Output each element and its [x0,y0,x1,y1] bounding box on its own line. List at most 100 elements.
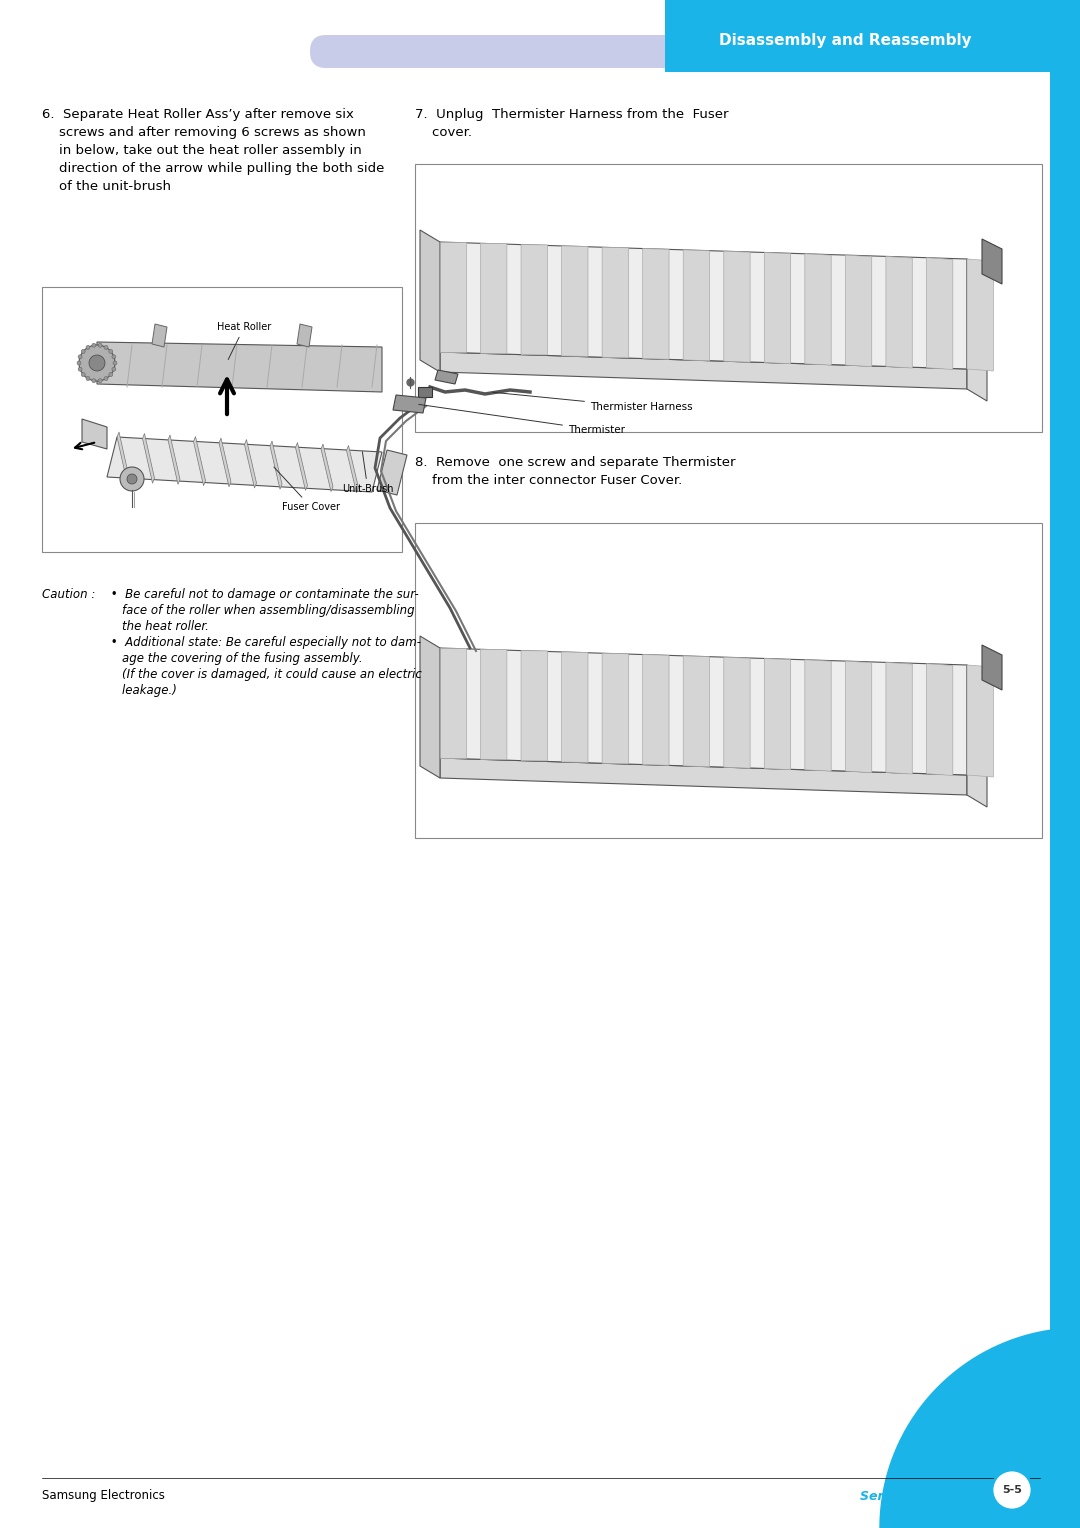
Polygon shape [967,665,994,778]
Text: •  Additional state: Be careful especially not to dam-: • Additional state: Be careful especiall… [107,636,421,649]
Polygon shape [168,435,180,484]
FancyBboxPatch shape [310,35,740,69]
Polygon shape [296,443,308,490]
Polygon shape [420,636,440,778]
Bar [665,0,1080,72]
Polygon shape [967,665,987,807]
Polygon shape [982,238,1002,284]
Polygon shape [967,260,987,400]
Polygon shape [440,648,967,775]
Polygon shape [440,351,967,390]
Circle shape [78,367,82,371]
Polygon shape [152,324,167,347]
Polygon shape [765,659,791,770]
Bar [418,387,432,397]
Circle shape [127,474,137,484]
Text: 5-5: 5-5 [1002,1485,1022,1494]
Polygon shape [886,257,913,368]
Bar [42,287,402,552]
Text: Disassembly and Reassembly: Disassembly and Reassembly [718,32,971,47]
Polygon shape [724,251,751,362]
Polygon shape [562,652,588,762]
Circle shape [81,373,85,376]
Circle shape [79,345,114,380]
Polygon shape [643,654,669,766]
Text: age the covering of the fusing assembly.: age the covering of the fusing assembly. [107,652,363,665]
Circle shape [78,354,82,359]
Polygon shape [107,437,382,492]
Polygon shape [440,648,467,758]
Circle shape [92,344,96,347]
Text: Service Manual: Service Manual [860,1490,968,1502]
Text: Unit-Brush: Unit-Brush [342,452,393,494]
Polygon shape [927,663,953,776]
Circle shape [104,345,108,350]
Polygon shape [193,437,205,486]
Polygon shape [521,244,548,354]
Text: •  Be careful not to damage or contaminate the sur-: • Be careful not to damage or contaminat… [107,588,419,601]
Polygon shape [481,649,507,759]
Text: of the unit-brush: of the unit-brush [42,180,171,193]
Polygon shape [684,251,710,361]
Polygon shape [440,241,467,351]
Polygon shape [765,252,791,364]
Circle shape [109,373,112,376]
Polygon shape [521,651,548,761]
Circle shape [86,376,90,380]
Polygon shape [967,260,994,371]
Polygon shape [481,243,507,353]
Polygon shape [846,662,872,773]
Polygon shape [321,445,333,492]
Polygon shape [82,419,107,449]
Circle shape [81,350,85,353]
Polygon shape [982,645,1002,691]
Polygon shape [117,432,129,481]
Polygon shape [603,248,629,358]
Text: Thermister: Thermister [419,405,625,435]
Circle shape [98,379,103,382]
Polygon shape [562,246,588,356]
Polygon shape [244,440,257,487]
Text: leakage.): leakage.) [107,685,177,697]
Text: Samsung Electronics: Samsung Electronics [42,1490,165,1502]
Circle shape [104,376,108,380]
Polygon shape [420,231,440,371]
Polygon shape [643,249,669,359]
Polygon shape [805,660,832,772]
Polygon shape [393,396,426,413]
Bar [415,163,1042,432]
Polygon shape [143,434,154,483]
Text: cover.: cover. [415,125,472,139]
Circle shape [120,468,144,490]
Polygon shape [219,439,231,487]
Polygon shape [886,662,913,775]
Circle shape [113,361,117,365]
Polygon shape [927,258,953,370]
Text: Caution :: Caution : [42,588,95,601]
Circle shape [109,350,112,353]
Polygon shape [846,255,872,367]
Polygon shape [684,656,710,767]
Polygon shape [97,342,382,393]
Polygon shape [440,758,967,795]
Polygon shape [297,324,312,347]
Polygon shape [440,241,967,368]
Polygon shape [347,446,359,494]
Text: direction of the arrow while pulling the both side: direction of the arrow while pulling the… [42,162,384,176]
Text: 8.  Remove  one screw and separate Thermister: 8. Remove one screw and separate Thermis… [415,455,735,469]
Polygon shape [724,657,751,769]
Circle shape [86,345,90,350]
Polygon shape [880,1328,1080,1528]
Bar [1050,0,1080,1528]
Text: Fuser Cover: Fuser Cover [274,468,340,512]
Polygon shape [270,442,282,489]
Text: in below, take out the heat roller assembly in: in below, take out the heat roller assem… [42,144,362,157]
Text: Heat Roller: Heat Roller [217,322,271,359]
Circle shape [77,361,81,365]
Polygon shape [435,370,458,384]
Circle shape [112,367,116,371]
Polygon shape [805,254,832,365]
Text: from the inter connector Fuser Cover.: from the inter connector Fuser Cover. [415,474,683,487]
Text: 7.  Unplug  Thermister Harness from the  Fuser: 7. Unplug Thermister Harness from the Fu… [415,108,729,121]
Circle shape [89,354,105,371]
